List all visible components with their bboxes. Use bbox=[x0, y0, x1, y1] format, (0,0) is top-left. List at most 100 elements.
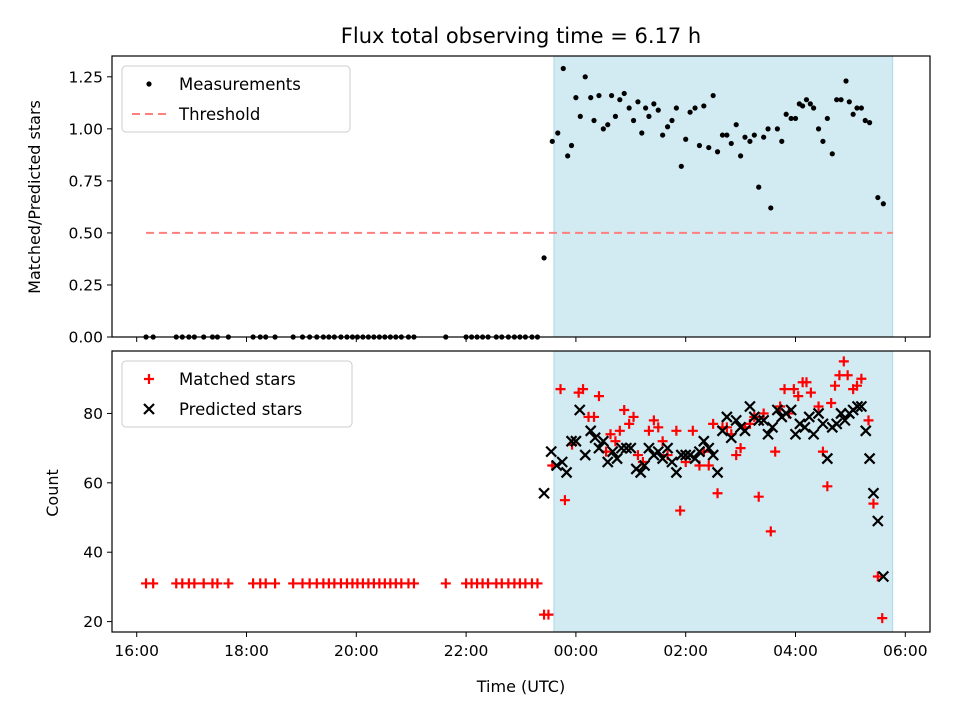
measurement-point bbox=[850, 111, 856, 117]
matched-point bbox=[793, 391, 804, 402]
matched-point bbox=[212, 578, 223, 589]
measurement-point bbox=[605, 122, 611, 128]
predicted-point bbox=[803, 411, 815, 423]
predicted-point bbox=[689, 452, 701, 465]
matched-point bbox=[856, 373, 867, 384]
measurement-point bbox=[687, 109, 693, 115]
measurement-point bbox=[880, 201, 886, 207]
predicted-point bbox=[545, 445, 557, 458]
predicted-point bbox=[752, 414, 765, 427]
matched-point bbox=[593, 391, 604, 402]
predicted-point bbox=[679, 449, 692, 461]
measurement-point bbox=[655, 107, 661, 113]
predicted-point bbox=[643, 442, 655, 454]
axes-frame bbox=[111, 55, 931, 338]
predicted-point bbox=[739, 425, 751, 437]
y-tick-label: 40 bbox=[83, 544, 103, 562]
predicted-point bbox=[859, 425, 872, 437]
matched-point bbox=[148, 578, 159, 589]
predicted-point bbox=[606, 445, 619, 458]
predicted-point bbox=[716, 425, 729, 437]
measurement-point bbox=[843, 78, 849, 84]
matched-point bbox=[822, 481, 833, 492]
predicted-point bbox=[867, 487, 880, 500]
predicted-point bbox=[579, 449, 592, 461]
predicted-point bbox=[693, 445, 706, 458]
measurement-point bbox=[792, 115, 799, 122]
measurement-point bbox=[626, 105, 632, 111]
predicted-point bbox=[634, 466, 647, 479]
matched-point bbox=[765, 526, 776, 537]
predicted-point bbox=[666, 456, 678, 468]
matched-point bbox=[624, 418, 635, 429]
predicted-point bbox=[744, 400, 756, 413]
predicted-point bbox=[702, 442, 715, 454]
predicted-point bbox=[661, 442, 674, 454]
measurement-point bbox=[854, 105, 860, 111]
measurement-point bbox=[612, 113, 619, 119]
measurement-point bbox=[608, 92, 615, 99]
legend-label: Measurements bbox=[179, 75, 301, 94]
predicted-point bbox=[560, 466, 573, 479]
observing-span bbox=[553, 55, 894, 338]
legend: Matched stars Predicted stars bbox=[121, 360, 353, 428]
predicted-point bbox=[638, 459, 651, 472]
ratio-y-axis-label: Matched/Predicted stars bbox=[25, 100, 44, 294]
measurement-point bbox=[834, 97, 840, 103]
matched-point bbox=[770, 446, 781, 457]
measurement-point bbox=[565, 153, 571, 159]
measurement-point bbox=[820, 138, 826, 144]
matched-point bbox=[779, 384, 790, 395]
predicted-point bbox=[872, 515, 884, 527]
matched-point bbox=[260, 578, 271, 589]
predicted-point bbox=[550, 459, 563, 472]
measurement-point bbox=[867, 120, 873, 126]
matched-point bbox=[288, 578, 299, 589]
matched-point bbox=[189, 578, 200, 589]
matched-point bbox=[648, 415, 659, 426]
measurement-point bbox=[669, 117, 675, 124]
measurement-point bbox=[646, 113, 652, 119]
measurement-point bbox=[756, 184, 762, 190]
legend-marker-measurements bbox=[146, 81, 152, 87]
measurement-point bbox=[875, 194, 881, 201]
matched-point bbox=[703, 460, 714, 471]
series-matched-stars bbox=[141, 356, 888, 624]
matched-point bbox=[578, 384, 589, 395]
matched-point bbox=[610, 436, 621, 447]
legend: Measurements Threshold bbox=[121, 65, 351, 133]
matched-point bbox=[675, 505, 686, 516]
measurement-point bbox=[714, 149, 721, 155]
x-tick-label: 02:00 bbox=[663, 642, 708, 660]
measurement-point bbox=[838, 97, 844, 103]
predicted-point bbox=[789, 428, 802, 441]
predicted-point bbox=[785, 404, 797, 416]
matched-point bbox=[801, 377, 812, 388]
matched-point bbox=[805, 387, 816, 398]
measurement-point bbox=[651, 101, 657, 107]
predicted-point bbox=[565, 435, 578, 447]
matched-point bbox=[826, 398, 837, 409]
x-tick-label: 16:00 bbox=[114, 642, 159, 660]
predicted-point bbox=[812, 407, 825, 420]
measurement-point bbox=[779, 138, 785, 144]
measurement-point bbox=[719, 132, 726, 138]
measurement-point bbox=[600, 126, 606, 132]
legend-label: Threshold bbox=[178, 105, 260, 124]
predicted-point bbox=[593, 442, 605, 454]
measurement-point bbox=[807, 101, 813, 107]
legend-box bbox=[121, 65, 351, 133]
predicted-point bbox=[597, 435, 610, 447]
y-tick-label: 0.00 bbox=[68, 329, 103, 347]
matched-point bbox=[842, 370, 853, 381]
measurement-point bbox=[811, 105, 817, 111]
measurement-point bbox=[549, 138, 555, 144]
matched-point bbox=[872, 571, 883, 582]
measurement-point bbox=[846, 99, 852, 105]
predicted-point bbox=[799, 421, 811, 434]
predicted-point bbox=[855, 400, 868, 413]
matched-point bbox=[605, 429, 616, 440]
predicted-point bbox=[652, 445, 665, 458]
series-measurements bbox=[143, 65, 886, 340]
measurement-point bbox=[617, 97, 623, 103]
